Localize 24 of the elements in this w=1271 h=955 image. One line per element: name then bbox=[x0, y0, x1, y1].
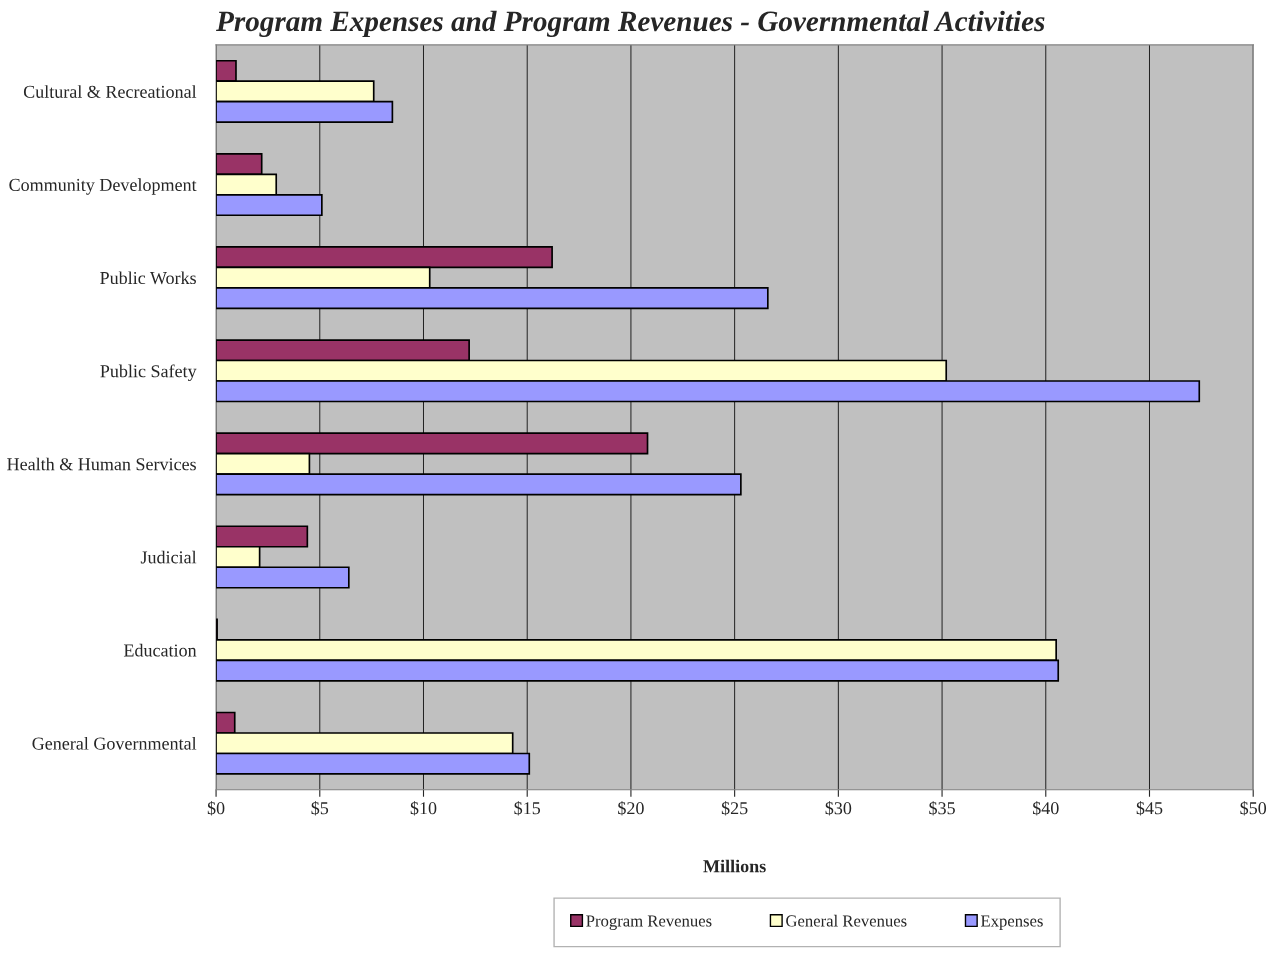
x-tick-label: $30 bbox=[825, 801, 852, 816]
y-tick-label: Cultural & Recreational bbox=[23, 85, 197, 98]
y-tick-label: Judicial bbox=[140, 550, 197, 564]
legend-label: Expenses bbox=[980, 915, 1043, 930]
x-tick-label: $10 bbox=[410, 801, 437, 816]
y-tick-label: Education bbox=[123, 643, 197, 657]
x-axis-title: Millions bbox=[703, 859, 766, 873]
x-tick-label: $0 bbox=[207, 801, 225, 816]
x-tick-label: $15 bbox=[514, 801, 541, 816]
x-tick-label: $5 bbox=[311, 801, 329, 816]
x-tick-label: $25 bbox=[721, 801, 748, 816]
x-tick-label: $20 bbox=[618, 801, 644, 816]
x-tick-label: $45 bbox=[1136, 801, 1163, 816]
y-tick-label: Community Development bbox=[9, 178, 197, 195]
legend-label: Program Revenues bbox=[586, 915, 712, 930]
y-tick-label: Public Safety bbox=[100, 364, 197, 382]
y-tick-label: Health & Human Services bbox=[7, 457, 196, 471]
y-tick-label: Public Works bbox=[100, 271, 196, 285]
chart-title: Program Expenses and Program Revenues - Governmental Activities bbox=[216, 10, 1045, 38]
x-tick-label: $35 bbox=[929, 801, 955, 816]
y-tick-label: General Governmental bbox=[32, 736, 197, 750]
legend-label: General Revenues bbox=[786, 914, 907, 927]
x-tick-label: $50 bbox=[1240, 801, 1267, 816]
x-tick-label: $40 bbox=[1033, 801, 1059, 816]
